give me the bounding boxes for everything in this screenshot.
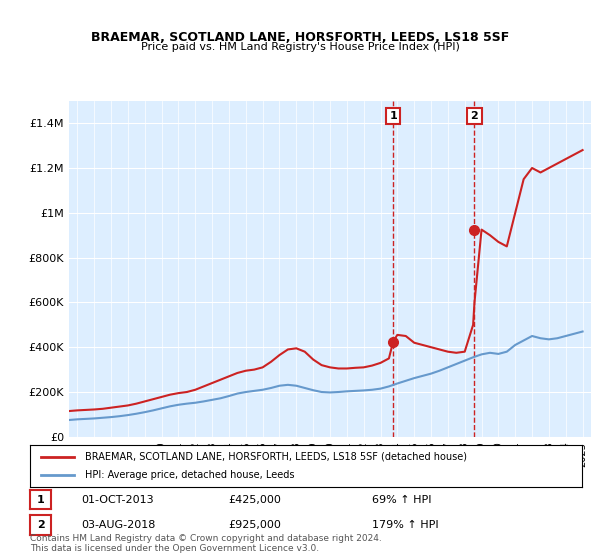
Text: 01-OCT-2013: 01-OCT-2013 bbox=[81, 495, 154, 505]
Text: 03-AUG-2018: 03-AUG-2018 bbox=[81, 520, 155, 530]
Text: £425,000: £425,000 bbox=[228, 495, 281, 505]
Text: 2: 2 bbox=[37, 520, 44, 530]
Text: 69% ↑ HPI: 69% ↑ HPI bbox=[372, 495, 431, 505]
Text: £925,000: £925,000 bbox=[228, 520, 281, 530]
Text: 1: 1 bbox=[389, 111, 397, 121]
Text: Price paid vs. HM Land Registry's House Price Index (HPI): Price paid vs. HM Land Registry's House … bbox=[140, 42, 460, 52]
Text: BRAEMAR, SCOTLAND LANE, HORSFORTH, LEEDS, LS18 5SF: BRAEMAR, SCOTLAND LANE, HORSFORTH, LEEDS… bbox=[91, 31, 509, 44]
Text: 1: 1 bbox=[37, 494, 44, 505]
Text: 179% ↑ HPI: 179% ↑ HPI bbox=[372, 520, 439, 530]
Text: HPI: Average price, detached house, Leeds: HPI: Average price, detached house, Leed… bbox=[85, 470, 295, 480]
Text: BRAEMAR, SCOTLAND LANE, HORSFORTH, LEEDS, LS18 5SF (detached house): BRAEMAR, SCOTLAND LANE, HORSFORTH, LEEDS… bbox=[85, 452, 467, 462]
Text: Contains HM Land Registry data © Crown copyright and database right 2024.
This d: Contains HM Land Registry data © Crown c… bbox=[30, 534, 382, 553]
Text: 2: 2 bbox=[470, 111, 478, 121]
